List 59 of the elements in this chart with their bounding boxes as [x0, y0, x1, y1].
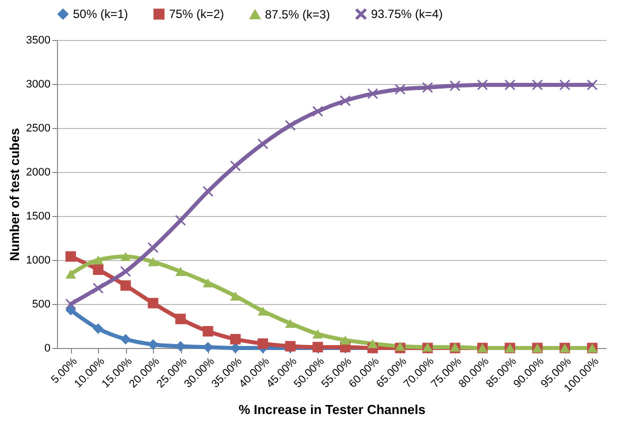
point [477, 80, 488, 90]
point [258, 338, 268, 349]
point [230, 160, 241, 172]
point [92, 323, 104, 334]
point [120, 280, 131, 291]
point [532, 80, 543, 90]
point [230, 292, 241, 301]
point [230, 334, 241, 344]
point [504, 80, 516, 90]
point [587, 80, 598, 90]
point [202, 186, 214, 197]
y-tick-label: 2500 [26, 122, 50, 134]
point [258, 306, 268, 316]
legend-label: 93.75% (k=4) [371, 7, 443, 22]
legend-label: 87.5% (k=3) [265, 7, 330, 22]
y-tick-label: 1500 [26, 210, 50, 222]
point [120, 334, 131, 344]
y-tick-label: 500 [32, 298, 50, 310]
y-tick-label: 2000 [26, 166, 50, 178]
point [148, 257, 158, 266]
point [202, 326, 214, 337]
legend-label: 75% (k=2) [169, 7, 224, 22]
point [148, 339, 158, 350]
point [340, 336, 350, 345]
point [285, 318, 296, 328]
legend-label: 50% (k=1) [73, 7, 128, 22]
point [65, 270, 76, 279]
point [450, 80, 460, 92]
point [65, 251, 76, 262]
point [175, 215, 186, 226]
point [175, 314, 186, 324]
point [148, 298, 158, 308]
point [394, 342, 406, 351]
y-tick-label: 0 [44, 342, 50, 354]
point [92, 255, 104, 265]
point [92, 282, 104, 294]
x-axis-title: % Increase in Tester Channels [238, 402, 426, 417]
point [120, 266, 131, 277]
point [394, 84, 406, 95]
point [258, 138, 268, 150]
point [65, 304, 76, 316]
y-tick-label: 3500 [26, 34, 50, 46]
point [560, 80, 570, 90]
point [175, 266, 186, 276]
y-tick-label: 1000 [26, 254, 50, 266]
point [92, 264, 104, 275]
point [148, 242, 158, 253]
point [285, 120, 296, 131]
point [312, 106, 324, 117]
point [65, 298, 76, 310]
point [120, 252, 131, 262]
y-tick-label: 3000 [26, 78, 50, 90]
point [422, 82, 433, 93]
point [367, 339, 378, 348]
point [367, 88, 378, 99]
point [312, 329, 324, 338]
point [202, 278, 214, 288]
y-axis-title: Number of test cubes [7, 128, 22, 261]
point [340, 95, 350, 106]
